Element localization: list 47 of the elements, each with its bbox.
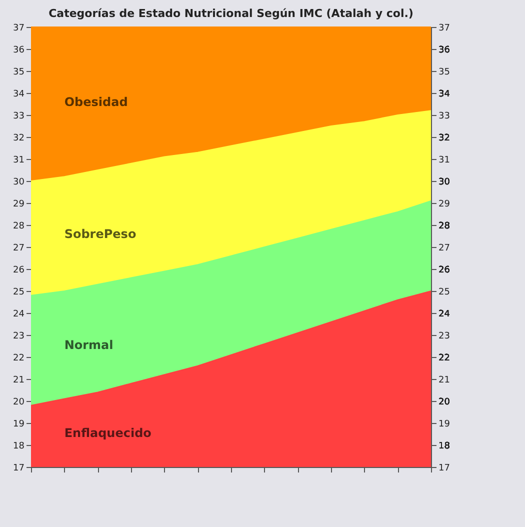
y2-tick-label: 17 <box>438 464 450 474</box>
y2-tick-label: 22 <box>438 354 450 364</box>
y-tick-label: 24 <box>13 310 25 320</box>
y-tick-label: 26 <box>13 266 25 276</box>
y-tick-label: 21 <box>13 376 24 386</box>
series-label: SobrePeso <box>64 226 136 241</box>
y-tick-label: 33 <box>13 112 24 122</box>
y2-tick-label: 20 <box>438 398 450 408</box>
y-tick-label: 18 <box>13 442 25 452</box>
y-tick-label: 25 <box>13 288 24 298</box>
y2-tick-label: 32 <box>438 134 450 144</box>
y2-tick-label: 24 <box>438 310 450 320</box>
y-tick-label: 27 <box>13 244 24 254</box>
y-tick-label: 17 <box>13 464 24 474</box>
y-tick-label: 29 <box>13 200 25 210</box>
y2-tick-label: 33 <box>438 112 450 122</box>
y2-tick-label: 19 <box>438 420 450 430</box>
series-label: Normal <box>64 338 114 352</box>
y-tick-label: 32 <box>13 134 24 144</box>
y-tick-label: 23 <box>13 332 24 342</box>
y2-tick-label: 36 <box>438 46 450 56</box>
y2-tick-label: 23 <box>438 332 450 342</box>
y-tick-label: 30 <box>13 178 25 188</box>
series-label: Obesidad <box>64 94 128 109</box>
y2-tick-label: 31 <box>438 156 450 166</box>
y-tick-label: 34 <box>13 90 25 100</box>
chart-title: Categorías de Estado Nutricional Según IMC (Atalah y col.) <box>48 7 414 20</box>
y2-tick-label: 18 <box>438 442 450 452</box>
y-tick-label: 28 <box>13 222 25 232</box>
y2-tick-label: 30 <box>438 178 450 188</box>
y-tick-label: 36 <box>13 46 25 56</box>
series-label: Enflaquecido <box>64 426 152 440</box>
y-tick-label: 22 <box>13 354 24 364</box>
y2-tick-label: 35 <box>438 68 450 78</box>
y-tick-label: 20 <box>13 398 25 408</box>
y2-tick-label: 37 <box>438 24 450 34</box>
y-tick-label: 37 <box>13 24 24 34</box>
y2-tick-label: 25 <box>438 288 450 298</box>
y2-tick-label: 21 <box>438 376 450 386</box>
y2-tick-label: 27 <box>438 244 450 254</box>
y-tick-label: 19 <box>13 420 25 430</box>
y2-tick-label: 28 <box>438 222 450 232</box>
y-tick-label: 35 <box>13 68 24 78</box>
y-tick-label: 31 <box>13 156 24 166</box>
y2-tick-label: 29 <box>438 200 450 210</box>
y2-tick-label: 34 <box>438 90 450 100</box>
y2-tick-label: 26 <box>438 266 450 276</box>
